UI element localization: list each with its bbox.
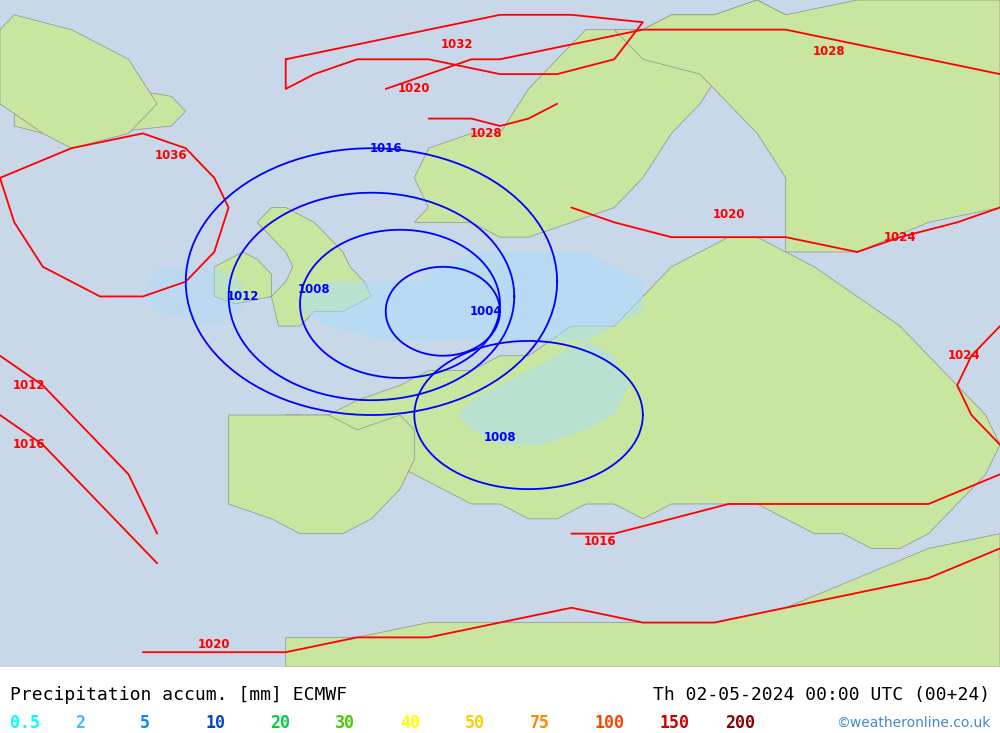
Text: Precipitation accum. [mm] ECMWF: Precipitation accum. [mm] ECMWF — [10, 685, 347, 704]
Polygon shape — [14, 89, 186, 133]
Polygon shape — [300, 252, 643, 341]
Text: 5: 5 — [140, 714, 150, 732]
Text: 1024: 1024 — [884, 231, 916, 243]
Text: 30: 30 — [335, 714, 355, 732]
Text: 1016: 1016 — [369, 141, 402, 155]
Text: 1028: 1028 — [812, 45, 845, 59]
Text: 50: 50 — [465, 714, 485, 732]
Polygon shape — [414, 0, 786, 237]
Text: 1020: 1020 — [198, 638, 231, 652]
Text: ©weatheronline.co.uk: ©weatheronline.co.uk — [836, 715, 990, 730]
Text: 2: 2 — [75, 714, 85, 732]
Text: 1016: 1016 — [584, 534, 616, 548]
Text: 10: 10 — [205, 714, 225, 732]
Text: 1016: 1016 — [12, 438, 45, 452]
Text: 1028: 1028 — [469, 127, 502, 140]
Polygon shape — [143, 267, 243, 326]
Text: 1036: 1036 — [155, 149, 188, 162]
Polygon shape — [286, 534, 1000, 667]
Text: 200: 200 — [725, 714, 755, 732]
Text: 150: 150 — [660, 714, 690, 732]
Polygon shape — [614, 0, 1000, 252]
Text: 1008: 1008 — [484, 431, 516, 443]
Text: Th 02-05-2024 00:00 UTC (00+24): Th 02-05-2024 00:00 UTC (00+24) — [653, 685, 990, 704]
Text: 1008: 1008 — [298, 282, 331, 295]
Text: 100: 100 — [595, 714, 625, 732]
Text: 1020: 1020 — [398, 82, 431, 95]
Text: 1024: 1024 — [948, 349, 981, 362]
Polygon shape — [0, 15, 157, 148]
Text: 20: 20 — [270, 714, 290, 732]
Text: 75: 75 — [530, 714, 550, 732]
Text: 1012: 1012 — [227, 290, 259, 303]
Polygon shape — [229, 415, 414, 534]
Text: 1004: 1004 — [469, 305, 502, 318]
Polygon shape — [257, 207, 371, 326]
Text: 0.5: 0.5 — [10, 714, 40, 732]
Text: 1032: 1032 — [441, 38, 473, 51]
Polygon shape — [286, 237, 1000, 548]
Text: 1012: 1012 — [12, 379, 45, 392]
Polygon shape — [457, 341, 629, 445]
Polygon shape — [214, 252, 271, 304]
Text: 1020: 1020 — [712, 208, 745, 221]
Text: 40: 40 — [400, 714, 420, 732]
